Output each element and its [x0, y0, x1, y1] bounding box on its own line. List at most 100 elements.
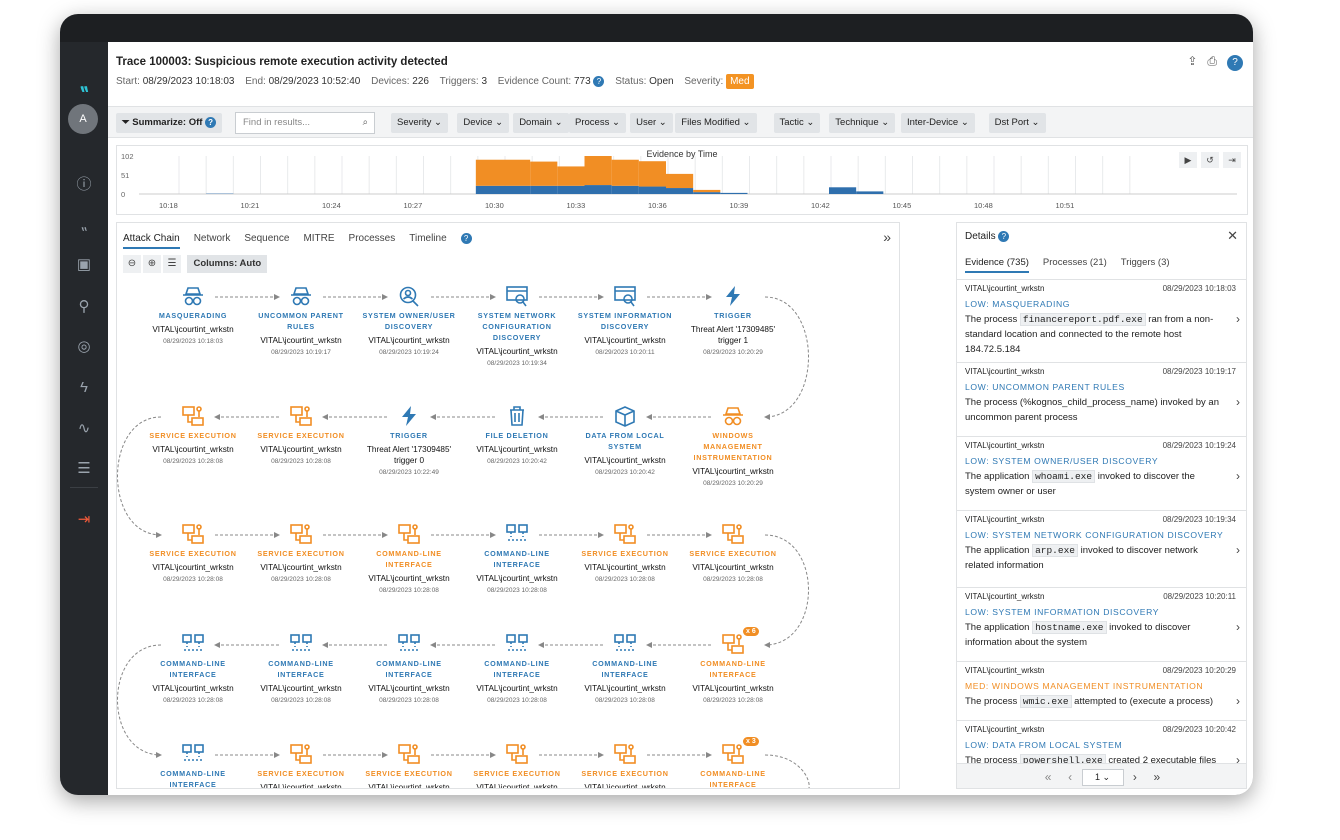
- chain-node[interactable]: MASQUERADING VITAL\jcourtint_wrkstn 08/29/…: [145, 285, 241, 345]
- tab-sequence[interactable]: Sequence: [244, 233, 290, 244]
- help-icon[interactable]: ?: [998, 231, 1010, 242]
- evidence-item[interactable]: VITAL\jcourtint_wrkstn 08/29/2023 10:20:…: [957, 720, 1246, 770]
- chain-node[interactable]: x 3 COMMAND-LINE INTERFACE: [685, 737, 781, 788]
- filter-user-dropdown[interactable]: User ⌄: [630, 113, 673, 133]
- bar-segment[interactable]: [557, 185, 585, 194]
- first-page-icon[interactable]: «: [1044, 770, 1052, 784]
- filter-files-modified-dropdown[interactable]: Files Modified ⌄: [675, 113, 757, 133]
- tab-attack-chain[interactable]: Attack Chain: [123, 233, 180, 249]
- tab-processes[interactable]: Processes: [348, 233, 396, 244]
- export-icon[interactable]: ⇪: [1187, 54, 1208, 68]
- search-input[interactable]: Find in results... ⌕: [235, 112, 375, 134]
- filter-tactic-dropdown[interactable]: Tactic ⌄: [773, 113, 821, 133]
- sliders-icon[interactable]: ☰: [77, 460, 91, 477]
- bar-segment[interactable]: [829, 187, 857, 194]
- bar-segment[interactable]: [530, 185, 558, 194]
- bar-segment[interactable]: [611, 185, 639, 194]
- evidence-item[interactable]: VITAL\jcourtint_wrkstn 08/29/2023 10:20:…: [957, 587, 1246, 661]
- filter-domain-dropdown[interactable]: Domain ⌄: [513, 113, 569, 133]
- bar-segment[interactable]: [666, 173, 694, 189]
- chain-node[interactable]: SERVICE EXECUTION VITAL\jcourtint_wrkstn: [253, 743, 349, 788]
- chain-node[interactable]: SYSTEM INFORMATION DISCOVERY VITAL\jcourt…: [577, 285, 673, 356]
- chain-node[interactable]: COMMAND-LINE INTERFACE: [145, 743, 241, 788]
- chain-node[interactable]: SERVICE EXECUTION VITAL\jcourtint_wrkstn: [361, 743, 457, 788]
- chain-node[interactable]: COMMAND-LINE INTERFACE VITAL\jcourtint_wr…: [145, 633, 241, 704]
- evidence-item[interactable]: VITAL\jcourtint_wrkstn 08/29/2023 10:20:…: [957, 661, 1246, 720]
- tab-mitre[interactable]: MITRE: [303, 233, 335, 244]
- chain-node[interactable]: SERVICE EXECUTION VITAL\jcourtint_wrkstn: [469, 743, 565, 788]
- bar-segment[interactable]: [584, 156, 612, 186]
- bar-segment[interactable]: [503, 185, 531, 194]
- zoom-out-icon[interactable]: ⊖: [123, 255, 141, 273]
- alert-icon[interactable]: ⓘ: [76, 176, 92, 193]
- monitor-icon[interactable]: ▣: [76, 256, 92, 273]
- chain-node[interactable]: SERVICE EXECUTION VITAL\jcourtint_wrkstn 0…: [145, 523, 241, 583]
- bar-segment[interactable]: [693, 189, 721, 193]
- chain-node[interactable]: SYSTEM OWNER/USER DISCOVERY VITAL\jcourti…: [361, 285, 457, 356]
- chain-node[interactable]: SYSTEM NETWORK CONFIGURATION DISCOVERY VI…: [469, 285, 565, 367]
- chain-node[interactable]: SERVICE EXECUTION VITAL\jcourtint_wrkstn 0…: [145, 405, 241, 465]
- chain-node[interactable]: COMMAND-LINE INTERFACE VITAL\jcourtint_wr…: [253, 633, 349, 704]
- filter-technique-dropdown[interactable]: Technique ⌄: [829, 113, 896, 133]
- bar-segment[interactable]: [475, 159, 503, 186]
- bar-segment[interactable]: [856, 191, 884, 194]
- bar-segment[interactable]: [611, 159, 639, 186]
- tab-timeline[interactable]: Timeline: [409, 233, 447, 244]
- timeline-chart[interactable]: 102 51 0 10:18 10:21 10:24 10:27 10:30 10:33 10:3…: [117, 146, 1247, 216]
- prev-page-icon[interactable]: ‹: [1068, 770, 1073, 784]
- chain-node[interactable]: COMMAND-LINE INTERFACE VITAL\jcourtint_wr…: [577, 633, 673, 704]
- filter-device-dropdown[interactable]: Device ⌄: [457, 113, 510, 133]
- filter-severity-dropdown[interactable]: Severity ⌄: [391, 113, 448, 133]
- chain-node[interactable]: COMMAND-LINE INTERFACE VITAL\jcourtint_wr…: [469, 633, 565, 704]
- chain-node[interactable]: SERVICE EXECUTION VITAL\jcourtint_wrkstn 0…: [577, 523, 673, 583]
- chevron-right-icon[interactable]: ›: [1236, 620, 1240, 634]
- help-icon[interactable]: ?: [205, 117, 217, 128]
- bar-segment[interactable]: [638, 186, 666, 194]
- chain-node[interactable]: SERVICE EXECUTION VITAL\jcourtint_wrkstn 0…: [685, 523, 781, 583]
- pulse-icon[interactable]: ∿: [77, 420, 91, 437]
- evidence-item[interactable]: VITAL\jcourtint_wrkstn 08/29/2023 10:19:…: [957, 436, 1246, 510]
- app-logo-icon[interactable]: ⹂: [79, 72, 89, 94]
- bar-segment[interactable]: [638, 161, 666, 187]
- help-icon[interactable]: ?: [1227, 55, 1243, 71]
- bar-segment[interactable]: [720, 192, 748, 194]
- bar-segment[interactable]: [503, 159, 531, 186]
- avatar[interactable]: A: [68, 104, 98, 134]
- chevron-right-icon[interactable]: ›: [1236, 395, 1240, 409]
- chain-node[interactable]: SERVICE EXECUTION VITAL\jcourtint_wrkstn 0…: [253, 523, 349, 583]
- filter-dst-port-dropdown[interactable]: Dst Port ⌄: [988, 113, 1046, 133]
- details-tab[interactable]: Processes (21): [1042, 257, 1107, 268]
- chain-node[interactable]: UNCOMMON PARENT RULES VITAL\jcourtint_wrk…: [253, 285, 349, 356]
- details-tab[interactable]: Triggers (3): [1120, 257, 1170, 268]
- chain-node[interactable]: DATA FROM LOCAL SYSTEM VITAL\jcourtint_wr…: [577, 405, 673, 476]
- filter-inter-device-dropdown[interactable]: Inter-Device ⌄: [901, 113, 975, 133]
- collapse-icon[interactable]: »: [883, 229, 891, 245]
- bar-segment[interactable]: [557, 166, 585, 186]
- zoom-in-icon[interactable]: ⊕: [143, 255, 161, 273]
- tab-network[interactable]: Network: [193, 233, 231, 244]
- columns-button[interactable]: Columns: Auto: [187, 255, 268, 273]
- search-icon[interactable]: ⌕: [362, 117, 368, 128]
- chain-node[interactable]: TRIGGER Threat Alert '17309485' trigger 0…: [361, 405, 457, 476]
- chevron-right-icon[interactable]: ›: [1236, 312, 1240, 326]
- chain-node[interactable]: WINDOWS MANAGEMENT INSTRUMENTATION VITAL\…: [685, 405, 781, 487]
- repeat-icon[interactable]: ↺: [1201, 152, 1219, 168]
- bolt-icon[interactable]: ϟ: [80, 379, 88, 396]
- target-icon[interactable]: ◎: [77, 338, 91, 355]
- evidence-item[interactable]: VITAL\jcourtint_wrkstn 08/29/2023 10:19:…: [957, 510, 1246, 587]
- close-icon[interactable]: ✕: [1227, 228, 1238, 243]
- bar-segment[interactable]: [475, 185, 503, 194]
- chain-node[interactable]: COMMAND-LINE INTERFACE VITAL\jcourtint_wr…: [469, 523, 565, 594]
- bar-segment[interactable]: [530, 161, 558, 186]
- chain-node[interactable]: SERVICE EXECUTION VITAL\jcourtint_wrkstn 0…: [253, 405, 349, 465]
- last-page-icon[interactable]: »: [1153, 770, 1161, 784]
- next-page-icon[interactable]: ›: [1132, 770, 1137, 784]
- help-icon[interactable]: ?: [593, 76, 605, 87]
- chevron-right-icon[interactable]: ›: [1236, 543, 1240, 557]
- summarize-toggle[interactable]: ⏷ Summarize: Off ?: [116, 113, 223, 133]
- chain-node[interactable]: COMMAND-LINE INTERFACE VITAL\jcourtint_wr…: [361, 633, 457, 704]
- filter-process-dropdown[interactable]: Process ⌄: [569, 113, 626, 133]
- details-tab[interactable]: Evidence (735): [965, 257, 1029, 273]
- bar-segment[interactable]: [666, 188, 694, 194]
- help-icon[interactable]: ?: [460, 233, 472, 244]
